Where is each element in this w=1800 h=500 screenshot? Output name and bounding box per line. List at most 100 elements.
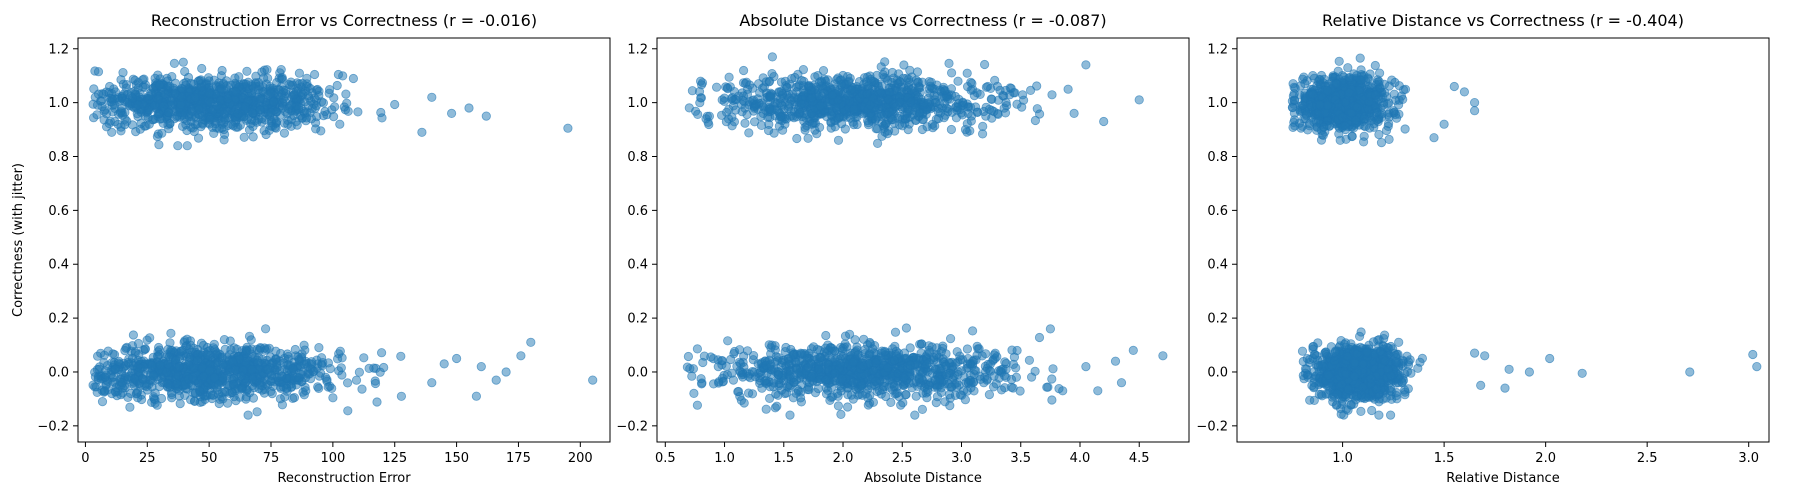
data-point — [97, 396, 108, 407]
data-point — [248, 393, 258, 403]
data-point — [1359, 114, 1369, 124]
data-point — [766, 93, 776, 103]
data-point — [144, 91, 154, 101]
y-tick-label: 1.0 — [48, 96, 69, 111]
data-point — [697, 378, 707, 388]
data-point — [588, 375, 598, 385]
data-point — [242, 66, 252, 76]
data-point — [165, 81, 175, 92]
data-point — [214, 398, 224, 409]
data-point — [922, 122, 932, 132]
data-point — [926, 77, 936, 87]
data-point — [940, 86, 950, 96]
data-point — [822, 364, 833, 374]
data-point — [932, 391, 943, 402]
data-point — [280, 392, 290, 402]
data-point — [90, 372, 101, 382]
data-point — [899, 373, 909, 383]
data-point — [850, 112, 860, 123]
data-point — [526, 337, 536, 347]
data-point — [288, 363, 298, 374]
data-point — [130, 75, 140, 86]
data-point — [1334, 56, 1344, 66]
data-point — [996, 385, 1007, 395]
data-point — [203, 73, 214, 83]
data-point — [125, 402, 135, 412]
chart-title: Absolute Distance vs Correctness (r = -0… — [739, 11, 1106, 30]
data-point — [147, 115, 157, 125]
data-point — [833, 401, 844, 411]
data-point — [1128, 345, 1138, 355]
y-tick-label: 0.2 — [627, 312, 648, 327]
data-point — [263, 364, 273, 375]
data-point — [837, 373, 847, 384]
data-point — [743, 388, 754, 398]
data-point — [110, 364, 121, 374]
data-point — [767, 69, 777, 79]
data-point — [160, 89, 170, 99]
data-point — [692, 400, 703, 410]
data-point — [1047, 90, 1057, 100]
data-point — [294, 68, 304, 78]
x-tick-label: 100 — [320, 451, 345, 466]
y-tick-label: 1.0 — [627, 96, 648, 111]
data-point — [191, 113, 201, 123]
data-point — [821, 81, 831, 91]
data-point — [379, 362, 389, 373]
data-point — [880, 346, 890, 356]
data-point — [911, 376, 921, 387]
data-point — [292, 101, 302, 111]
data-point — [986, 83, 996, 94]
x-tick-label: 75 — [263, 451, 280, 466]
data-point — [843, 91, 853, 101]
data-point — [370, 376, 380, 386]
data-point — [259, 343, 270, 353]
data-point — [740, 118, 750, 128]
data-point — [202, 350, 213, 360]
y-tick-label: 0.0 — [627, 365, 648, 380]
data-point — [357, 384, 367, 394]
data-point — [912, 67, 923, 77]
data-point — [354, 367, 364, 377]
data-point — [236, 371, 246, 381]
data-point — [101, 109, 112, 119]
data-point — [1000, 357, 1010, 367]
data-point — [918, 114, 929, 124]
data-point — [1337, 112, 1347, 123]
data-point — [962, 344, 973, 354]
data-point — [159, 101, 169, 111]
data-point — [1012, 99, 1022, 109]
y-tick-label: 0.0 — [48, 365, 69, 380]
data-point — [800, 125, 810, 135]
data-point — [133, 100, 143, 110]
data-point — [145, 333, 155, 343]
data-point — [255, 105, 265, 115]
data-point — [283, 351, 293, 362]
data-point — [359, 353, 369, 363]
data-point — [967, 326, 978, 336]
data-point — [877, 81, 887, 91]
data-point — [174, 354, 185, 364]
data-point — [1333, 99, 1343, 109]
data-point — [1030, 115, 1041, 126]
data-point — [128, 330, 138, 340]
data-point — [906, 97, 916, 107]
data-point — [721, 361, 731, 371]
data-point — [945, 333, 956, 344]
data-point — [735, 367, 746, 377]
data-point — [88, 99, 98, 109]
x-tick-label: 2.5 — [892, 451, 913, 466]
data-point — [204, 88, 214, 98]
x-axis-label: Reconstruction Error — [277, 471, 411, 486]
data-point — [188, 372, 198, 382]
data-point — [738, 65, 749, 76]
data-point — [1298, 100, 1308, 110]
data-point — [1355, 53, 1365, 63]
data-point — [248, 121, 258, 132]
data-point — [231, 87, 241, 97]
data-point — [1008, 359, 1019, 369]
data-point — [729, 117, 740, 127]
data-points — [1287, 53, 1762, 420]
data-point — [693, 109, 703, 120]
